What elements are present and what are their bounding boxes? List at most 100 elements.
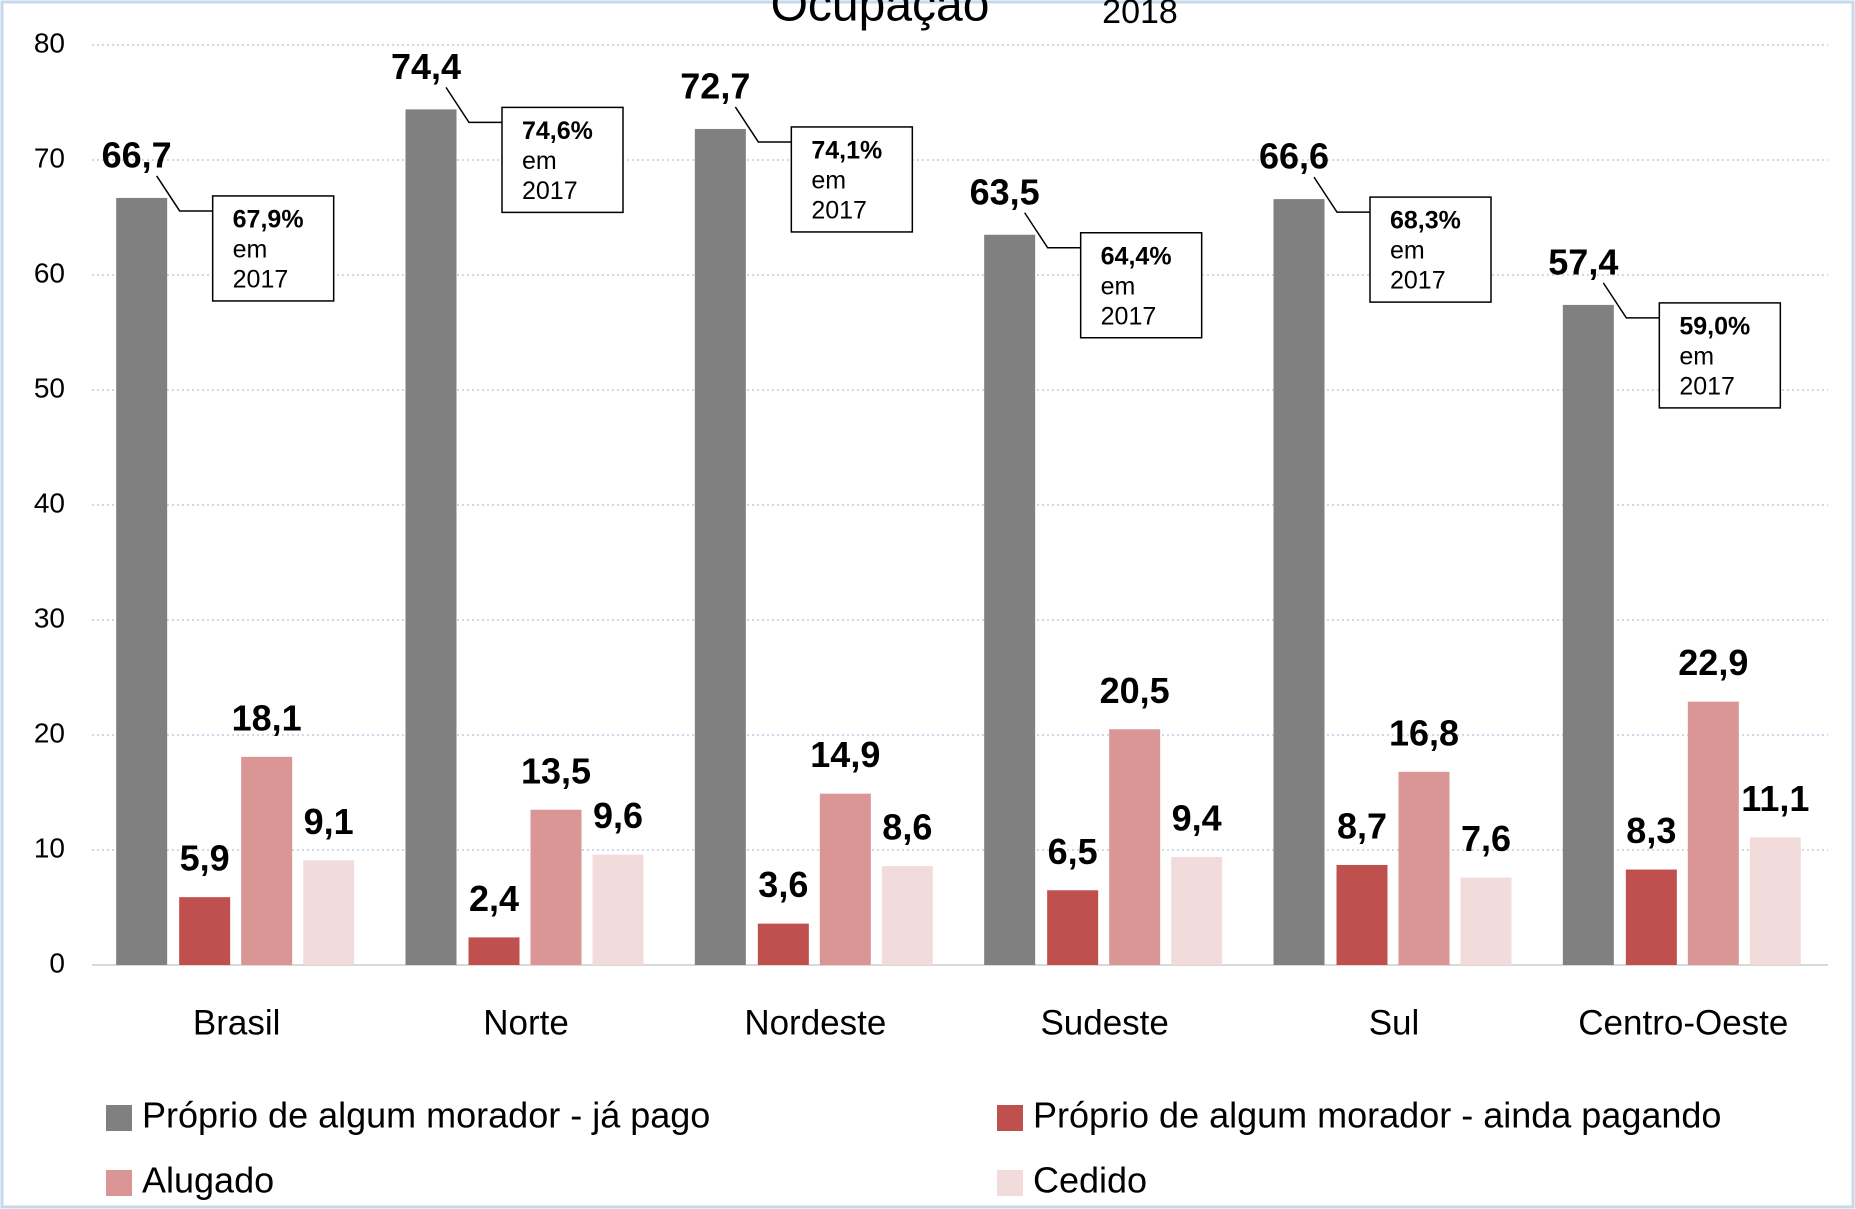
data-label: 8,3 [1626, 810, 1676, 851]
annotation-value: 67,9% [233, 206, 304, 234]
legend-label: Alugado [142, 1160, 274, 1201]
annotation-note: 2017 [522, 177, 578, 205]
annotation-note: 2017 [233, 266, 289, 294]
bar [405, 109, 457, 965]
bar [1625, 869, 1677, 965]
legend-label: Próprio de algum morador - ainda pagando [1033, 1095, 1721, 1136]
annotation-note: em [811, 167, 846, 195]
data-label: 22,9 [1678, 642, 1748, 683]
annotation-value: 74,6% [522, 117, 593, 145]
data-label: 16,8 [1389, 712, 1459, 753]
annotation-note: em [233, 236, 268, 264]
chart-subtitle: 2018 [1102, 0, 1178, 31]
leader-line [445, 86, 502, 124]
y-tick-label: 30 [34, 602, 65, 633]
annotation-box [790, 126, 914, 233]
annotation-note: 2017 [811, 197, 867, 225]
annotation-note: em [1679, 343, 1714, 371]
bar [1687, 701, 1739, 965]
annotation-note: em [1101, 272, 1136, 300]
annotation-box [1079, 232, 1203, 339]
x-tick-label: Sudeste [1040, 1003, 1168, 1042]
legend-label: Próprio de algum morador - já pago [142, 1095, 710, 1136]
legend-label: Cedido [1033, 1160, 1147, 1201]
bar [179, 897, 231, 965]
data-label: 66,7 [102, 134, 172, 175]
legend-swatch [106, 1105, 132, 1131]
annotation-box [211, 195, 335, 302]
data-label: 9,4 [1172, 797, 1222, 838]
y-tick-label: 10 [34, 832, 65, 863]
bar [116, 197, 168, 965]
bar [819, 793, 871, 965]
bar [468, 937, 520, 965]
data-label: 5,9 [180, 838, 230, 879]
annotation-note: 2017 [1679, 373, 1735, 401]
data-label: 8,7 [1337, 805, 1387, 846]
bar [1749, 837, 1801, 965]
legend-swatch [997, 1170, 1023, 1196]
leader-line [1313, 176, 1370, 213]
annotation-value: 68,3% [1390, 207, 1461, 235]
x-tick-label: Sul [1369, 1003, 1420, 1042]
legend-swatch [106, 1170, 132, 1196]
annotation-box [1369, 196, 1492, 303]
data-label: 7,6 [1461, 818, 1511, 859]
y-tick-label: 60 [34, 257, 65, 288]
y-tick-label: 80 [34, 27, 65, 58]
data-label: 20,5 [1100, 670, 1170, 711]
data-label: 74,4 [391, 46, 461, 87]
bar [1109, 729, 1161, 965]
data-label: 57,4 [1548, 241, 1618, 282]
data-label: 6,5 [1048, 831, 1098, 872]
bar [694, 128, 746, 965]
data-label: 13,5 [521, 750, 591, 791]
annotation-value: 59,0% [1679, 313, 1750, 341]
y-tick-label: 50 [34, 372, 65, 403]
y-tick-label: 70 [34, 142, 65, 173]
data-label: 66,6 [1259, 136, 1329, 177]
bar [1171, 856, 1223, 965]
bar [592, 854, 644, 965]
x-tick-label: Nordeste [744, 1003, 886, 1042]
annotation-box [1658, 302, 1782, 409]
data-label: 18,1 [232, 697, 302, 738]
y-tick-label: 0 [49, 947, 65, 978]
bar [303, 860, 355, 965]
data-label: 72,7 [680, 65, 750, 106]
data-label: 2,4 [469, 878, 519, 919]
bar [984, 234, 1036, 965]
annotation-value: 74,1% [811, 137, 882, 165]
bar [1336, 864, 1388, 965]
x-tick-label: Norte [483, 1003, 569, 1042]
x-tick-label: Brasil [193, 1003, 281, 1042]
bar [1273, 199, 1325, 966]
data-label: 14,9 [810, 734, 880, 775]
bar [1460, 877, 1512, 965]
annotation-note: em [1390, 237, 1425, 265]
leader-line [156, 175, 213, 212]
data-label: 11,1 [1741, 778, 1809, 819]
bar [1562, 304, 1614, 965]
y-tick-label: 20 [34, 717, 65, 748]
leader-line [734, 106, 792, 143]
annotation-box [501, 106, 624, 214]
leader-line [1024, 212, 1081, 249]
annotation-note: 2017 [1101, 302, 1157, 330]
annotation-value: 64,4% [1101, 242, 1172, 270]
annotation-note: em [522, 147, 557, 175]
data-label: 3,6 [758, 864, 808, 905]
bar [530, 809, 582, 965]
chart-title: Ocupação [771, 0, 990, 32]
data-label: 9,1 [304, 801, 354, 842]
bar [757, 923, 809, 965]
data-label: 9,6 [593, 795, 643, 836]
bar [241, 756, 293, 965]
data-label: 8,6 [882, 807, 932, 848]
y-tick-label: 40 [34, 487, 65, 518]
annotation-note: 2017 [1390, 267, 1446, 295]
bar [1047, 890, 1099, 965]
legend-swatch [997, 1105, 1023, 1131]
x-tick-label: Centro-Oeste [1578, 1003, 1788, 1042]
